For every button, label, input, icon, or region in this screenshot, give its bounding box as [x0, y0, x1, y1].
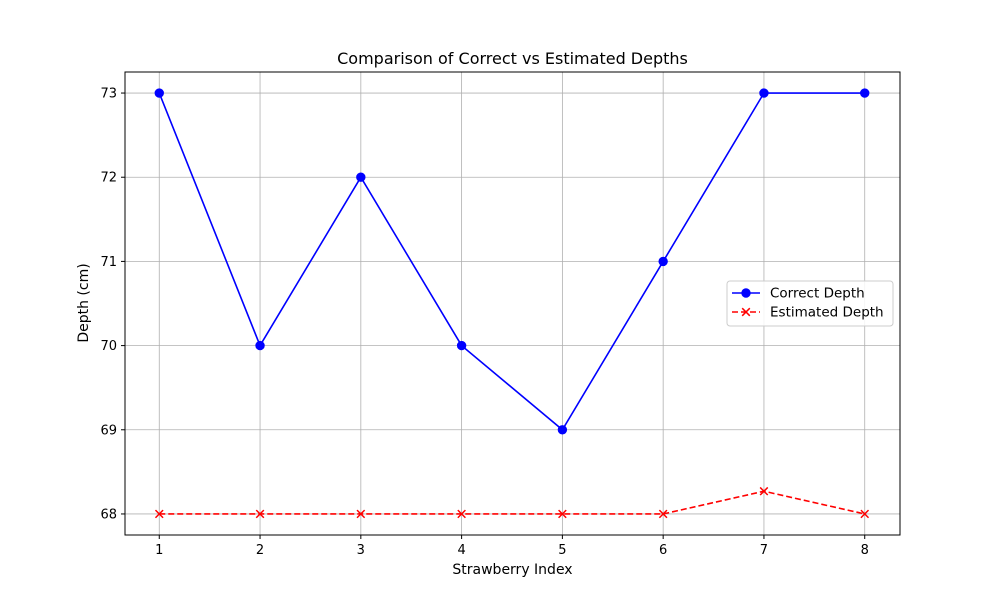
legend-marker — [741, 288, 751, 298]
y-axis-ticks: 68 69 70 71 72 73 — [100, 87, 125, 522]
legend-label: Estimated Depth — [770, 305, 884, 321]
data-point — [860, 88, 870, 98]
data-series — [154, 88, 870, 519]
series-estimated-depth — [154, 486, 870, 519]
data-point — [658, 256, 668, 267]
data-point — [154, 509, 164, 519]
data-point — [557, 425, 568, 435]
data-point — [457, 509, 466, 519]
y-axis-title: Depth (cm) — [76, 263, 92, 342]
y-tick-label: 68 — [100, 507, 117, 522]
data-point — [658, 509, 668, 519]
x-tick-label: 7 — [760, 543, 768, 558]
y-tick-label: 69 — [100, 423, 117, 438]
x-tick-label: 3 — [357, 543, 365, 558]
legend: Correct Depth Estimated Depth — [726, 280, 894, 327]
chart-title: Comparison of Correct vs Estimated Depth… — [337, 49, 688, 68]
series-line — [158, 92, 865, 431]
data-point — [558, 509, 567, 519]
data-point — [154, 88, 164, 98]
x-tick-label: 1 — [155, 543, 163, 558]
y-tick-label: 71 — [100, 255, 117, 270]
y-tick-label: 72 — [100, 171, 117, 186]
legend-marker — [741, 307, 751, 317]
data-point — [356, 509, 366, 519]
series-correct-depth — [154, 88, 870, 435]
data-point — [356, 172, 366, 182]
y-tick-label: 70 — [100, 339, 117, 354]
legend-item: Estimated Depth — [732, 305, 884, 321]
x-tick-label: 8 — [861, 543, 869, 558]
legend-box — [726, 280, 894, 327]
series-line — [159, 490, 865, 515]
legend-label: Correct Depth — [770, 286, 865, 302]
x-tick-label: 5 — [558, 543, 566, 558]
x-tick-label: 6 — [659, 543, 667, 558]
y-tick-label: 73 — [100, 87, 117, 102]
x-tick-label: 4 — [457, 543, 465, 558]
x-axis-title: Strawberry Index — [452, 562, 572, 578]
data-point — [860, 509, 870, 519]
plot-area-frame — [124, 71, 901, 536]
legend-item: Correct Depth — [732, 286, 865, 302]
data-point — [759, 486, 769, 496]
data-point — [255, 509, 265, 519]
x-tick-label: 2 — [256, 543, 264, 558]
x-axis-ticks: 1 2 3 4 5 6 7 8 — [155, 535, 869, 558]
data-point — [255, 340, 265, 351]
data-point — [456, 340, 467, 351]
data-point — [759, 88, 769, 98]
